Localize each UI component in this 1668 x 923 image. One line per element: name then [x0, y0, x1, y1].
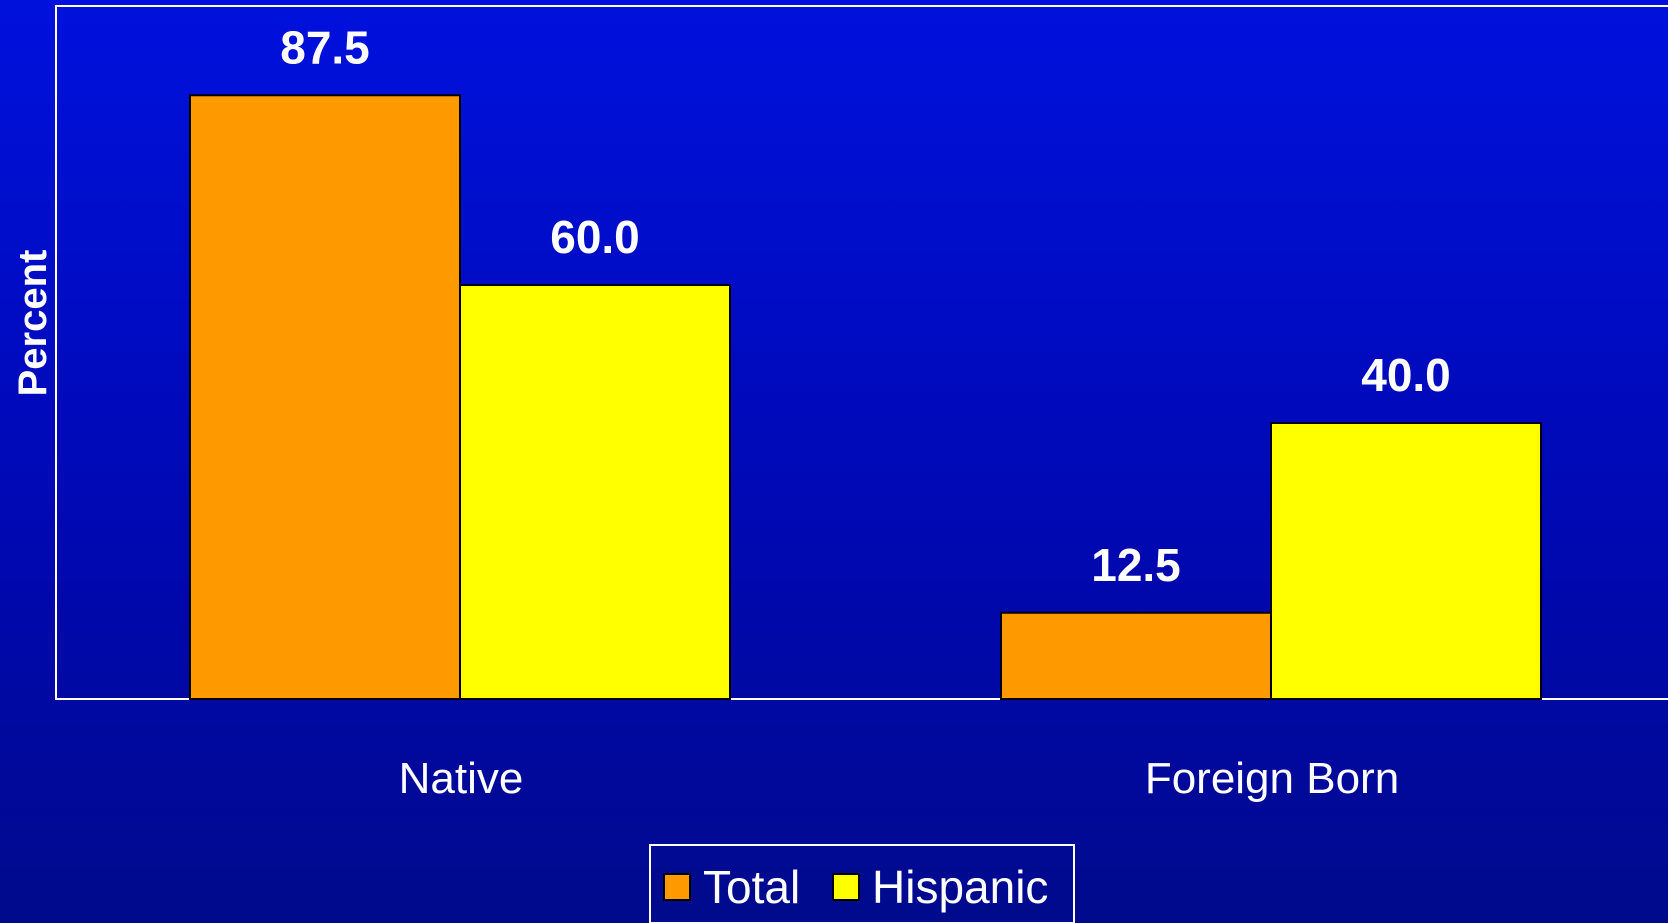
- bar-hispanic-foreign-born: [1270, 422, 1542, 700]
- legend-label-hispanic: Hispanic: [872, 861, 1048, 913]
- bars-group: [189, 94, 1542, 700]
- bar-total-foreign-born: [1000, 611, 1272, 700]
- value-label-hispanic-native: 60.0: [550, 211, 640, 263]
- value-label-total-native: 87.5: [280, 21, 370, 73]
- category-labels-group: Native Foreign Born: [399, 754, 1400, 803]
- value-label-total-foreign-born: 12.5: [1091, 539, 1181, 591]
- legend-swatch-hispanic: [832, 873, 860, 901]
- bar-hispanic-native: [459, 284, 731, 700]
- bar-total-native: [189, 94, 461, 700]
- y-axis-label: Percent: [11, 250, 55, 397]
- legend-frame: [649, 844, 1075, 923]
- value-label-hispanic-foreign-born: 40.0: [1361, 349, 1451, 401]
- category-label-foreign-born: Foreign Born: [1145, 754, 1399, 803]
- legend: Total Hispanic: [649, 844, 1075, 923]
- category-label-native: Native: [399, 754, 524, 803]
- legend-swatch-total: [663, 873, 691, 901]
- plot-area: [55, 5, 1668, 700]
- value-labels-group: 87.5 60.0 12.5 40.0: [280, 21, 1451, 591]
- legend-label-total: Total: [703, 861, 800, 913]
